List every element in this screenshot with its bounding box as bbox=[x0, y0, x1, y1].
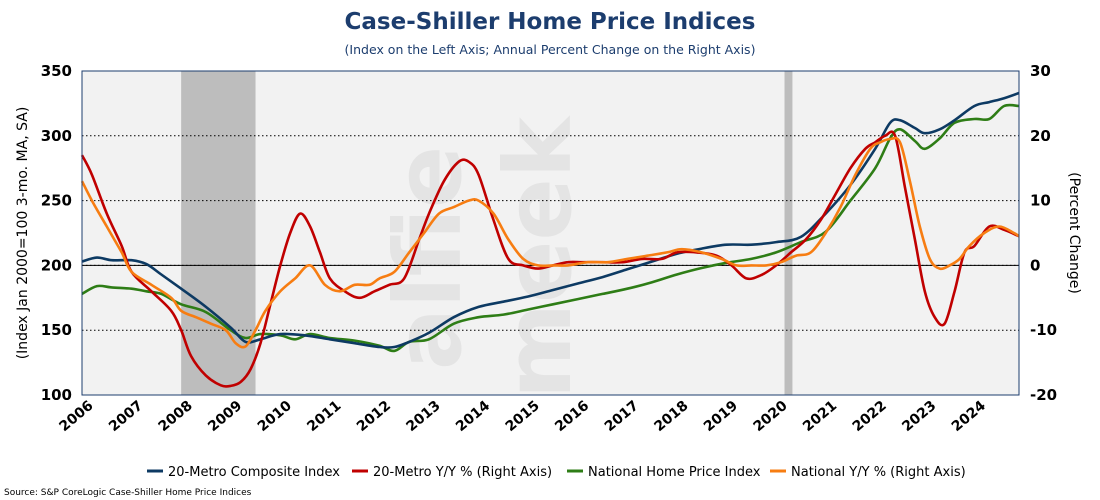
series-line-20-metro-composite-index bbox=[81, 91, 1020, 349]
series-line-20-metro-y-y-right-axis bbox=[80, 130, 1020, 388]
right-tick-label-0: -20 bbox=[1030, 386, 1057, 404]
left-tick-label-4: 300 bbox=[41, 127, 72, 145]
left-tick-label-0: 100 bbox=[41, 386, 72, 404]
right-axis-label: (Percent Change) bbox=[1066, 172, 1082, 294]
legend-label-2: National Home Price Index bbox=[588, 465, 761, 480]
x-tick-label-9: 2015 bbox=[503, 398, 543, 435]
x-axis-ticks: 2006 2007 2008 2009 2010 2011 2012 2013 2014 2015… bbox=[56, 398, 989, 435]
legend-label-1: 20-Metro Y/Y % (Right Axis) bbox=[373, 465, 552, 480]
left-tick-label-1: 150 bbox=[41, 321, 72, 339]
watermark-text: alfiemeek bbox=[375, 115, 592, 399]
x-tick-label-6: 2012 bbox=[354, 398, 394, 435]
recession-band-1 bbox=[784, 71, 793, 395]
x-tick-label-13: 2019 bbox=[701, 398, 741, 435]
x-tick-label-7: 2013 bbox=[403, 398, 443, 435]
left-tick-label-2: 200 bbox=[41, 256, 72, 274]
left-axis-label: (Index Jan 2000=100 3-mo. MA, SA) bbox=[15, 107, 31, 360]
plot-area: alfiemeek bbox=[80, 70, 1020, 399]
chart-title: Case-Shiller Home Price Indices bbox=[345, 9, 756, 35]
series-line-national-y-y-right-axis bbox=[80, 136, 1020, 349]
right-tick-label-3: 10 bbox=[1030, 192, 1051, 210]
x-tick-label-15: 2021 bbox=[800, 398, 840, 435]
right-tick-label-1: -10 bbox=[1030, 321, 1057, 339]
x-tick-label-3: 2009 bbox=[205, 398, 245, 435]
x-tick-label-4: 2010 bbox=[255, 398, 295, 435]
x-tick-label-5: 2011 bbox=[304, 398, 344, 435]
legend-label-3: National Y/Y % (Right Axis) bbox=[791, 465, 966, 480]
plot-border bbox=[81, 70, 1020, 396]
series-line-national-home-price-index bbox=[81, 103, 1020, 353]
right-tick-label-4: 20 bbox=[1030, 127, 1051, 145]
chart-subtitle: (Index on the Left Axis; Annual Percent … bbox=[345, 42, 756, 57]
left-axis-ticks: 100 150 200 250 300 350 bbox=[41, 62, 72, 404]
source-note: Source: S&P CoreLogic Case-Shiller Home … bbox=[4, 488, 252, 498]
x-tick-label-11: 2017 bbox=[602, 398, 642, 435]
x-tick-label-14: 2020 bbox=[751, 398, 791, 435]
legend-label-0: 20-Metro Composite Index bbox=[168, 465, 340, 480]
x-tick-label-8: 2014 bbox=[453, 398, 493, 435]
left-tick-label-5: 350 bbox=[41, 62, 72, 80]
x-tick-label-12: 2018 bbox=[651, 398, 691, 435]
x-tick-label-17: 2023 bbox=[899, 398, 939, 435]
x-tick-label-10: 2016 bbox=[552, 398, 592, 435]
right-axis-ticks: -20 -10 0 10 20 30 bbox=[1030, 62, 1057, 404]
x-tick-label-1: 2007 bbox=[106, 398, 146, 435]
x-tick-label-2: 2008 bbox=[156, 398, 196, 435]
series-lines bbox=[80, 91, 1020, 388]
legend: 20-Metro Composite Index 20-Metro Y/Y % (… bbox=[147, 465, 966, 480]
x-tick-label-18: 2024 bbox=[949, 398, 989, 435]
right-tick-label-5: 30 bbox=[1030, 62, 1051, 80]
right-tick-label-2: 0 bbox=[1030, 256, 1040, 274]
left-tick-label-3: 250 bbox=[41, 192, 72, 210]
x-tick-label-16: 2022 bbox=[850, 398, 890, 435]
